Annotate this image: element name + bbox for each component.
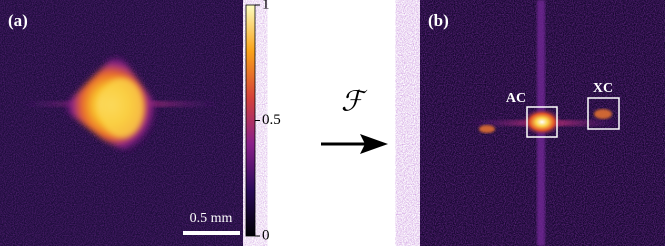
colorbar: 00.51 [245, 0, 281, 243]
panel-b: AC XC (b) [420, 0, 665, 246]
transform-symbol: ℱ [341, 86, 368, 117]
colorbar-ramp [245, 4, 256, 237]
tick-label: 0 [262, 227, 270, 243]
panel-label: (a) [8, 11, 28, 30]
xc-peak-mirror [479, 125, 495, 133]
ac-box [526, 106, 558, 138]
xc-box [587, 97, 620, 130]
transform-arrow: ℱ [321, 86, 388, 154]
scale-bar-label: 0.5 mm [190, 211, 233, 226]
arrow-head [360, 134, 388, 154]
xc-peak [594, 109, 612, 119]
panel-label: (b) [428, 11, 449, 30]
annotation: AC [506, 91, 526, 106]
beam-core [100, 78, 144, 138]
panel-a: (a) 0.5 mm [0, 0, 243, 246]
tick-label: 1 [262, 0, 270, 12]
annotation: XC [593, 81, 613, 96]
ac-peak [522, 108, 562, 136]
tick-label: 0.5 [262, 112, 281, 128]
